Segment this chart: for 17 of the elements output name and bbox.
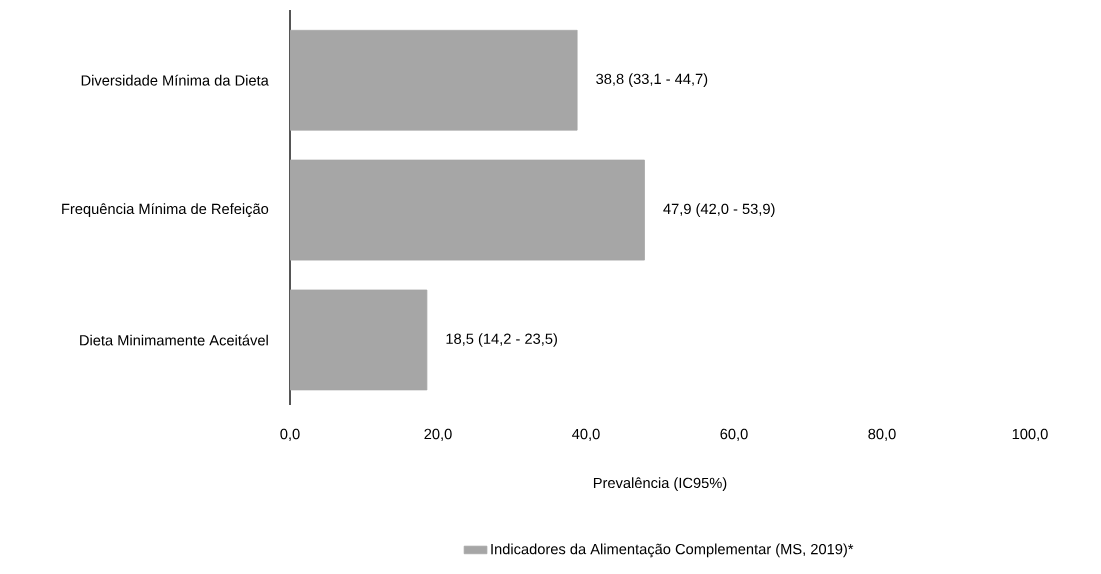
data-label: 38,8 (33,1 - 44,7)	[596, 73, 708, 87]
x-tick-label: 40,0	[572, 428, 600, 441]
x-axis-title: Prevalência (IC95%)	[593, 477, 727, 491]
x-tick-label: 20,0	[424, 428, 452, 441]
x-tick-label: 100,0	[1012, 428, 1048, 441]
y-tick-label: Diversidade Mínima da Dieta	[81, 74, 269, 86]
bar	[290, 29, 578, 131]
legend-label: Indicadores da Alimentação Complementar (MS, 2019)*	[491, 543, 854, 558]
data-label: 18,5 (14,2 - 23,5)	[446, 333, 557, 347]
bar	[290, 159, 645, 261]
x-tick-label: 0,0	[280, 428, 300, 441]
bar	[290, 289, 428, 391]
y-tick-label: Frequência Mínima de Refeição	[62, 203, 269, 218]
x-tick-label: 60,0	[720, 428, 748, 441]
data-label: 47,9 (42,0 - 53,9)	[663, 203, 775, 217]
y-tick-label: Dieta Minimamente Aceitável	[80, 334, 268, 346]
x-tick-label: 80,0	[868, 428, 896, 441]
